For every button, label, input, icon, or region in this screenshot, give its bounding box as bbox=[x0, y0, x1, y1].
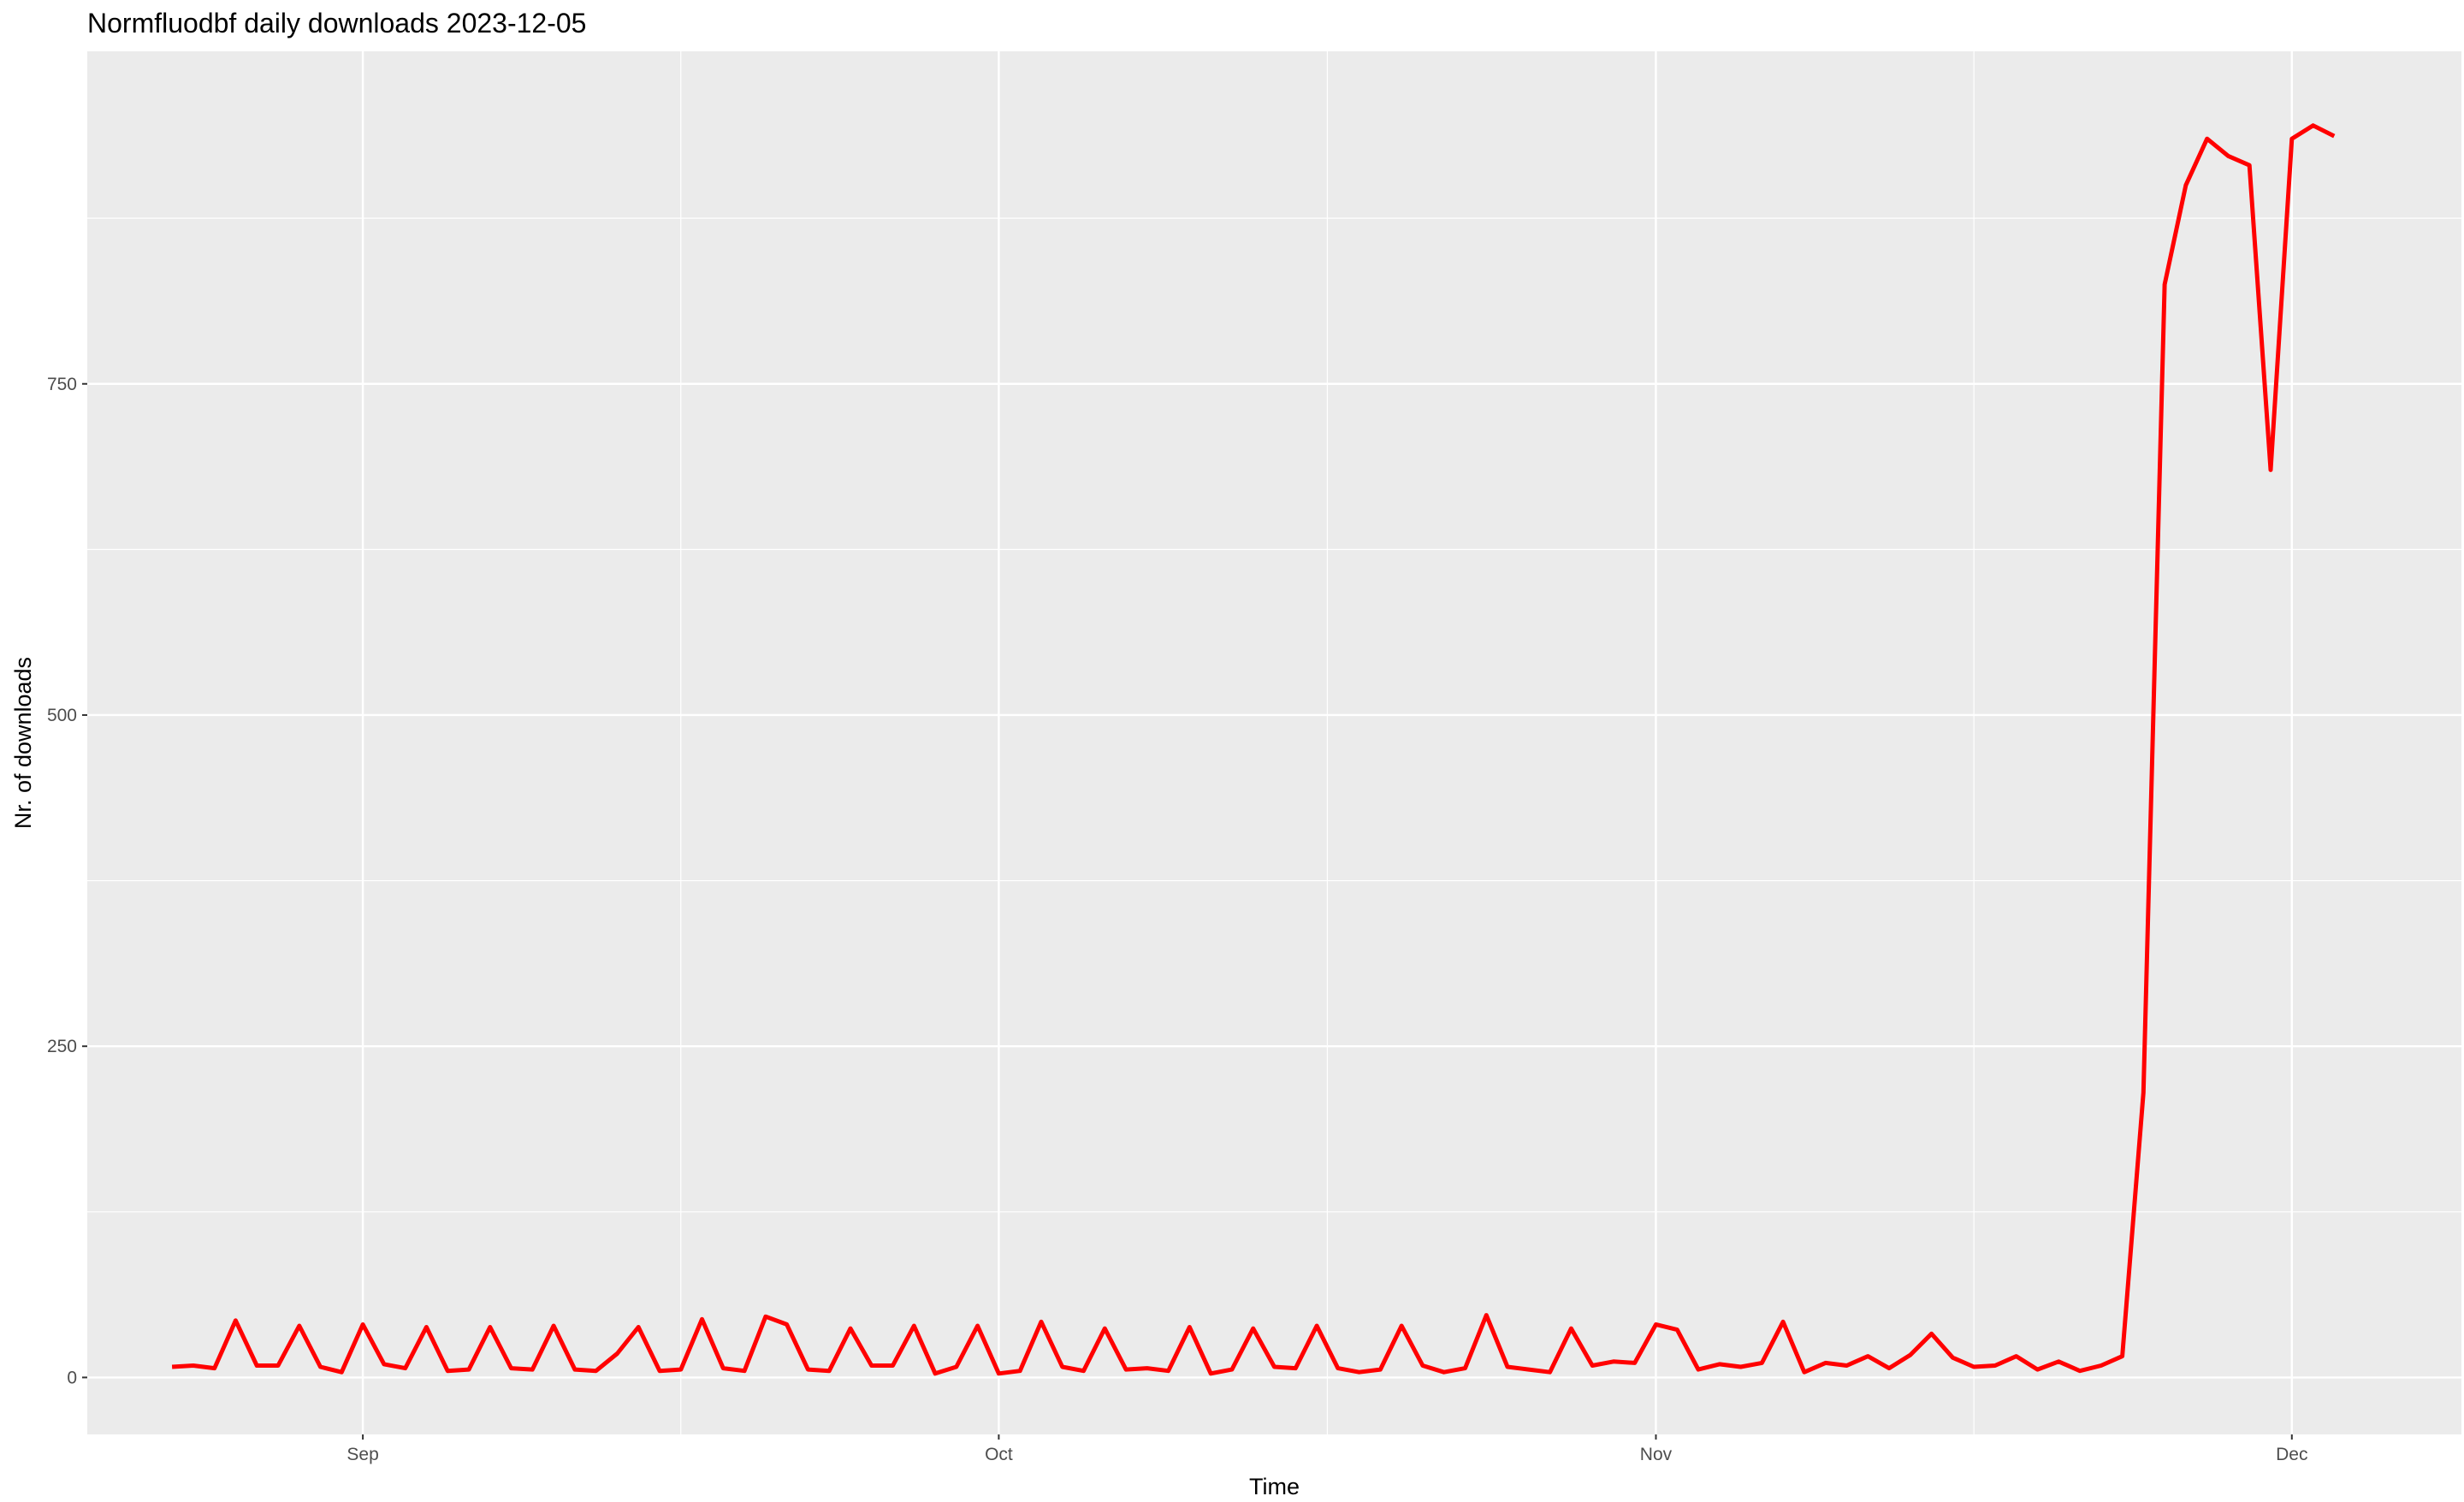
x-tick-label: Sep bbox=[346, 1445, 378, 1464]
y-axis: 0 250 500 750 bbox=[47, 375, 87, 1387]
chart-title: Normfluodbf daily downloads 2023-12-05 bbox=[87, 8, 586, 38]
x-axis-title: Time bbox=[1249, 1474, 1300, 1499]
plot-panel bbox=[87, 51, 2461, 1434]
y-tick-label: 500 bbox=[47, 706, 77, 725]
x-tick-label: Oct bbox=[985, 1445, 1013, 1464]
y-axis-title: Nr. of downloads bbox=[10, 657, 36, 829]
x-axis: Sep Oct Nov Dec bbox=[346, 1434, 2307, 1464]
x-tick-label: Dec bbox=[2276, 1445, 2307, 1464]
series-line bbox=[171, 123, 2336, 1376]
y-tick-label: 0 bbox=[67, 1368, 77, 1387]
major-gridlines bbox=[87, 51, 2461, 1434]
minor-gridlines bbox=[87, 51, 2461, 1434]
y-tick-label: 250 bbox=[47, 1037, 77, 1056]
series-layer bbox=[171, 123, 2336, 1376]
y-tick-label: 750 bbox=[47, 375, 77, 394]
x-tick-label: Nov bbox=[1640, 1445, 1673, 1464]
